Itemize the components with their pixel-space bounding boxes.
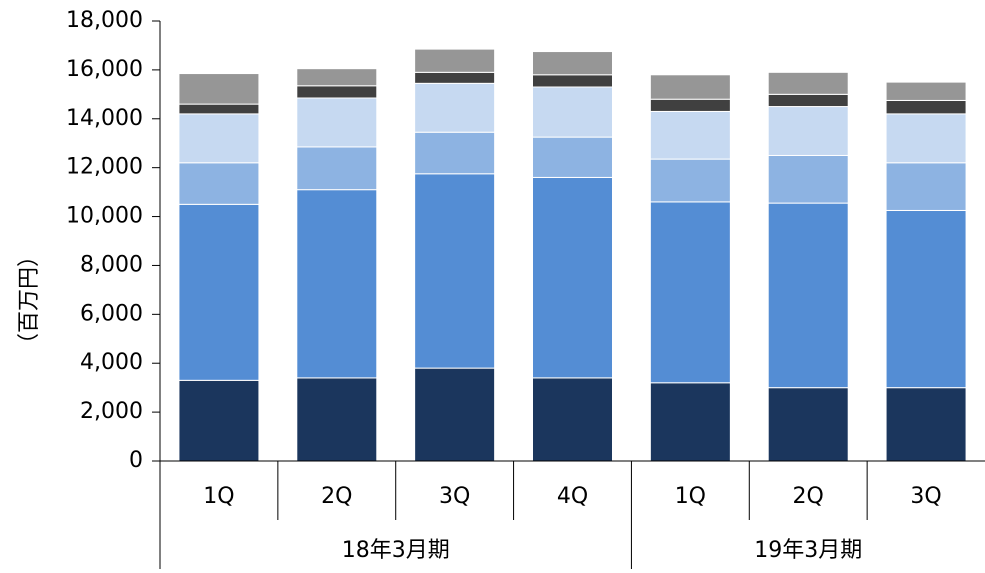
x-tick-label: 3Q	[439, 484, 470, 509]
bar-segment-4-5	[532, 74, 613, 88]
bar-segment-6-3	[767, 154, 849, 204]
y-tick-label: 14,000	[66, 106, 143, 131]
bar-segment-1-3	[178, 162, 260, 205]
x-tick-label: 2Q	[321, 484, 352, 509]
bar-segment-6-5	[767, 93, 849, 108]
bar-segment-4-1	[532, 377, 613, 462]
bar-segment-3-4	[414, 82, 496, 133]
bar-segment-3-6	[414, 48, 496, 73]
bar-segment-6-4	[767, 106, 849, 156]
x-tick-label: 2Q	[793, 484, 824, 509]
bar-segment-3-3	[414, 131, 496, 175]
group-label: 18年3月期	[342, 538, 450, 563]
bar-segment-4-4	[532, 86, 613, 138]
bar-segment-7-5	[885, 99, 967, 115]
x-tick-label: 1Q	[203, 484, 234, 509]
bar-segment-6-1	[767, 387, 849, 462]
bar-segment-2-5	[296, 85, 378, 99]
bar-segment-7-3	[885, 162, 967, 211]
y-tick-label: 8,000	[80, 252, 143, 277]
bar-segment-5-2	[649, 201, 731, 384]
y-tick-label: 16,000	[66, 57, 143, 82]
bar-segment-3-5	[414, 71, 496, 84]
bar-segment-7-2	[885, 209, 967, 389]
bar-segment-5-1	[649, 382, 731, 462]
x-tick-label: 4Q	[557, 484, 588, 509]
bar-segment-1-5	[178, 103, 260, 115]
y-tick-label: 6,000	[80, 301, 143, 326]
y-tick-label: 18,000	[66, 8, 143, 33]
y-tick-label: 4,000	[80, 350, 143, 375]
bar-segment-2-1	[296, 377, 378, 462]
bar-segment-5-3	[649, 158, 731, 203]
bar-segment-5-4	[649, 110, 731, 160]
bar-segment-5-5	[649, 98, 731, 112]
bar-segment-6-2	[767, 202, 849, 389]
bar-segment-1-6	[178, 73, 260, 105]
x-tick-label: 3Q	[910, 484, 941, 509]
bar-segment-7-1	[885, 387, 967, 462]
bar-segment-4-2	[532, 176, 613, 379]
y-tick-label: 2,000	[80, 399, 143, 424]
bar-segment-3-2	[414, 173, 496, 369]
group-label: 19年3月期	[754, 538, 862, 563]
bar-segment-6-6	[767, 71, 849, 95]
bar-segment-2-2	[296, 189, 378, 379]
bar-segment-3-1	[414, 367, 496, 462]
bar-segment-5-6	[649, 74, 731, 100]
bar-segment-4-6	[532, 51, 613, 76]
bar-segment-2-6	[296, 68, 378, 87]
bar-segment-7-4	[885, 113, 967, 164]
y-tick-label: 0	[129, 448, 143, 473]
y-tick-label: 12,000	[66, 155, 143, 180]
y-axis-label: （百万円）	[17, 245, 42, 355]
bar-segment-1-1	[178, 379, 260, 462]
bar-segment-1-2	[178, 203, 260, 381]
bar-segment-4-3	[532, 136, 613, 178]
bar-segment-1-4	[178, 113, 260, 164]
x-tick-label: 1Q	[675, 484, 706, 509]
y-tick-label: 10,000	[66, 204, 143, 229]
bar-segment-2-4	[296, 97, 378, 148]
bar-segment-2-3	[296, 146, 378, 191]
bar-segment-7-6	[885, 81, 967, 101]
